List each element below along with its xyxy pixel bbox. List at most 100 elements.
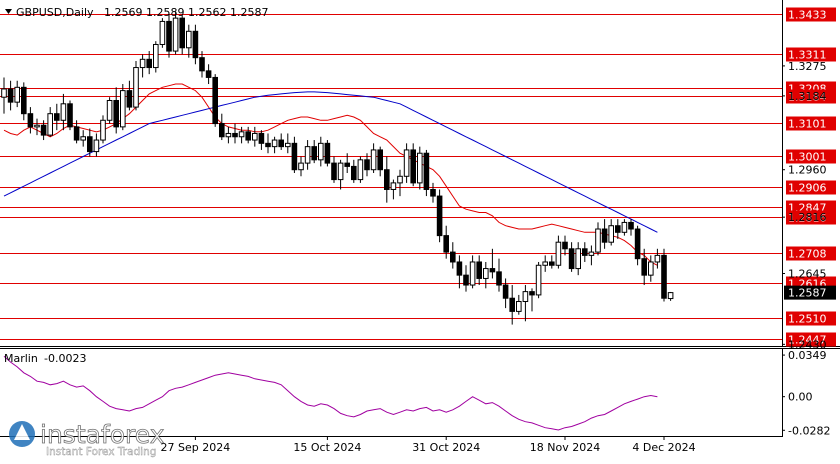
candle[interactable] [384, 156, 390, 203]
candle[interactable] [14, 80, 20, 108]
candle[interactable] [166, 13, 172, 58]
candle[interactable] [34, 118, 40, 136]
candle[interactable] [357, 156, 364, 183]
candle[interactable] [7, 80, 14, 111]
candle[interactable] [1, 77, 7, 114]
candle[interactable] [417, 146, 423, 190]
candle[interactable] [265, 133, 271, 154]
candle[interactable] [324, 140, 331, 167]
candle[interactable] [186, 24, 192, 58]
candle[interactable] [456, 255, 463, 289]
candle[interactable] [87, 128, 93, 157]
candle[interactable] [489, 248, 496, 279]
candle[interactable] [529, 288, 535, 312]
candle[interactable] [430, 182, 436, 203]
candle[interactable] [285, 133, 291, 154]
candle[interactable] [522, 285, 529, 322]
candle[interactable] [344, 153, 350, 173]
candle[interactable] [298, 156, 304, 177]
candle[interactable] [225, 126, 232, 144]
candle[interactable] [377, 146, 383, 177]
candle[interactable] [476, 255, 482, 286]
candle[interactable] [535, 261, 542, 299]
candle[interactable] [595, 222, 601, 256]
candle[interactable] [47, 107, 54, 137]
candle[interactable] [549, 255, 555, 269]
candle[interactable] [654, 248, 661, 269]
candle[interactable] [192, 24, 199, 65]
candle[interactable] [443, 225, 449, 259]
candle[interactable] [238, 126, 245, 144]
candle[interactable] [469, 255, 476, 289]
candle[interactable] [54, 103, 60, 131]
candle[interactable] [351, 159, 357, 183]
candle[interactable] [436, 189, 443, 243]
candle[interactable] [271, 136, 278, 154]
candle[interactable] [628, 219, 634, 236]
candle[interactable] [113, 87, 120, 134]
candle[interactable] [648, 255, 654, 282]
candle[interactable] [450, 242, 456, 269]
candle[interactable] [80, 130, 87, 147]
candle[interactable] [331, 156, 337, 183]
candle[interactable] [179, 14, 185, 55]
candle[interactable] [318, 136, 324, 167]
candle[interactable] [291, 136, 298, 173]
symbol-menu-triangle-icon[interactable] [5, 9, 12, 14]
candle[interactable] [410, 143, 416, 187]
candle[interactable] [27, 107, 34, 134]
candle[interactable] [463, 265, 469, 292]
candle[interactable] [667, 291, 674, 301]
candle[interactable] [219, 113, 225, 141]
candle[interactable] [73, 120, 80, 144]
candle[interactable] [337, 159, 344, 190]
candle[interactable] [601, 219, 608, 249]
candle[interactable] [634, 225, 641, 266]
candle[interactable] [370, 143, 377, 173]
candle[interactable] [542, 255, 549, 272]
candle[interactable] [245, 126, 251, 144]
candle[interactable] [133, 60, 139, 111]
candle[interactable] [146, 51, 152, 75]
candle[interactable] [575, 242, 582, 276]
candle[interactable] [159, 18, 166, 48]
candle[interactable] [199, 51, 205, 78]
candle[interactable] [120, 84, 126, 131]
candle[interactable] [423, 149, 430, 197]
candle[interactable] [106, 97, 113, 124]
candle[interactable] [278, 133, 284, 150]
candle[interactable] [621, 219, 628, 236]
candle[interactable] [311, 140, 317, 164]
candle[interactable] [403, 143, 410, 183]
candle[interactable] [67, 100, 73, 131]
candle[interactable] [562, 235, 568, 256]
candle[interactable] [93, 133, 100, 157]
candle[interactable] [304, 140, 311, 170]
candle[interactable] [516, 294, 522, 315]
candle[interactable] [60, 93, 67, 131]
candle[interactable] [390, 179, 397, 200]
candle[interactable] [258, 130, 265, 150]
candle[interactable] [496, 258, 502, 292]
candle[interactable] [397, 169, 403, 197]
candle[interactable] [212, 74, 218, 127]
candle[interactable] [252, 126, 258, 147]
candle[interactable] [588, 245, 595, 266]
candle[interactable] [205, 64, 212, 85]
candle[interactable] [568, 242, 575, 272]
candle[interactable] [661, 248, 667, 302]
candle[interactable] [641, 248, 648, 286]
candle[interactable] [509, 285, 515, 325]
candle[interactable] [364, 153, 370, 177]
candle[interactable] [582, 242, 588, 262]
candle[interactable] [21, 82, 27, 121]
candle[interactable] [608, 219, 615, 246]
candle[interactable] [40, 120, 47, 141]
candle[interactable] [502, 278, 509, 309]
candle[interactable] [555, 235, 562, 269]
candle[interactable] [615, 219, 621, 239]
candle[interactable] [153, 41, 159, 73]
candle[interactable] [100, 115, 106, 144]
candle[interactable] [126, 80, 133, 111]
